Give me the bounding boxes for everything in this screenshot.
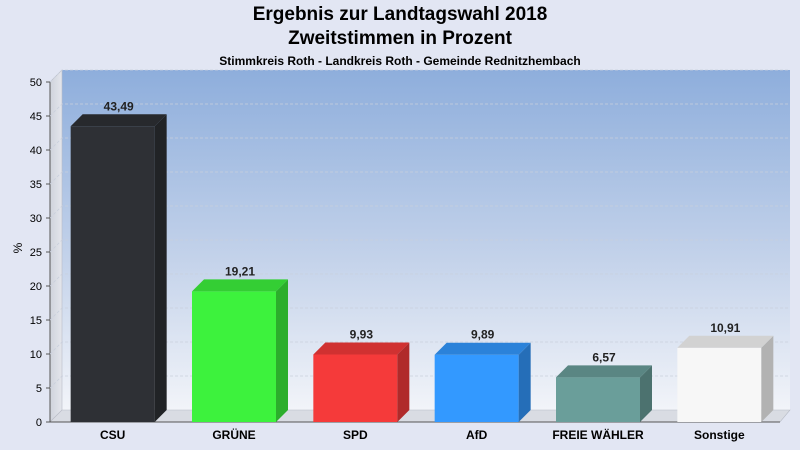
- chart-subtitle: Zweitstimmen in Prozent: [288, 28, 512, 49]
- gridline: [49, 273, 790, 287]
- data-label: 9,89: [471, 328, 495, 342]
- bar-top: [677, 335, 774, 348]
- y-tick-label: 45: [30, 111, 42, 123]
- bar-freie-wähler: 6,57: [556, 350, 652, 422]
- bar-afd: 9,89: [434, 328, 531, 422]
- gridline: [49, 375, 790, 389]
- y-axis-label: %: [11, 242, 25, 253]
- bar-side: [518, 342, 531, 422]
- data-label: 43,49: [104, 99, 134, 113]
- data-label: 10,91: [710, 321, 740, 335]
- bar-top: [556, 365, 652, 378]
- data-label: 6,57: [592, 350, 616, 364]
- gridline: [49, 69, 790, 83]
- bar-front: [192, 291, 276, 422]
- x-tick-label: CSU: [100, 428, 125, 442]
- data-label: 19,21: [225, 264, 255, 278]
- x-tick-label: GRÜNE: [212, 427, 255, 442]
- bar-grüne: 19,21: [192, 264, 288, 422]
- bar-top: [70, 114, 167, 127]
- x-tick-label: SPD: [343, 428, 368, 442]
- gridlines: [49, 69, 790, 389]
- bar-top: [192, 279, 288, 292]
- x-axis: CSU GRÜNE SPD AfD FREIE WÄHLER Sonstige: [100, 427, 745, 442]
- y-tick-label: 15: [30, 315, 42, 327]
- gridline: [49, 239, 790, 253]
- gridline: [49, 307, 790, 321]
- bar-spd: 9,93: [313, 327, 410, 422]
- bar-front: [434, 354, 519, 422]
- bar-csu: 43,49: [70, 99, 167, 422]
- gridline: [49, 205, 790, 219]
- chart-title: Ergebnis zur Landtagswahl 2018: [252, 4, 548, 25]
- y-tick-label: 40: [30, 145, 42, 157]
- x-tick-label: Sonstige: [694, 428, 745, 442]
- bar-side: [154, 114, 167, 422]
- bar-side: [761, 335, 774, 422]
- plot-side-wall: [49, 69, 63, 423]
- y-tick-label: 0: [36, 417, 42, 429]
- bars: 43,49 19,21 9,93 9,89 6,57 10,91: [70, 99, 774, 422]
- bar-front: [677, 347, 762, 422]
- data-label: 9,93: [350, 327, 374, 341]
- bar-sonstige: 10,91: [677, 321, 774, 422]
- y-tick-label: 50: [30, 77, 42, 89]
- gridline: [49, 137, 790, 151]
- y-tick-label: 35: [30, 179, 42, 191]
- y-tick-label: 10: [30, 349, 42, 361]
- bar-top: [313, 342, 410, 355]
- x-tick-label: FREIE WÄHLER: [552, 427, 644, 442]
- bar-top: [434, 342, 531, 355]
- y-tick-label: 30: [30, 213, 42, 225]
- x-tick-label: AfD: [466, 428, 488, 442]
- bar-front: [556, 377, 640, 422]
- bar-side: [397, 342, 410, 422]
- y-tick-label: 20: [30, 281, 42, 293]
- bar-side: [640, 365, 652, 422]
- bar-side: [276, 279, 288, 422]
- bar-front: [313, 354, 398, 422]
- y-axis: 0 5 10 15 20 25 30 35 40 45 50: [30, 77, 50, 429]
- y-tick-label: 5: [36, 383, 42, 395]
- chart-region: Stimmkreis Roth - Landkreis Roth - Gemei…: [219, 54, 581, 68]
- bar-front: [70, 126, 155, 422]
- gridline: [49, 171, 790, 185]
- y-tick-label: 25: [30, 247, 42, 259]
- gridline: [49, 103, 790, 117]
- gridline: [49, 341, 790, 355]
